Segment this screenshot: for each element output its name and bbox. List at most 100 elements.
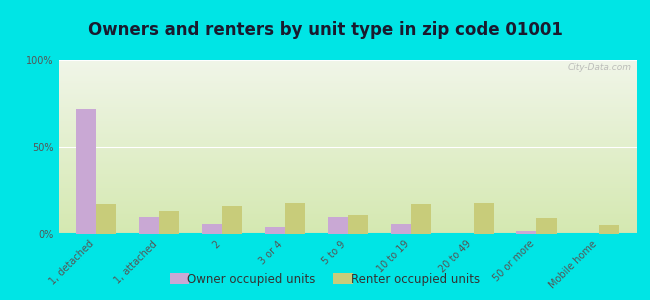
Bar [58,205,637,206]
Bar [58,91,637,92]
Bar [58,182,637,183]
Bar [58,230,637,231]
Bar [58,155,637,156]
Bar [58,138,637,139]
Bar [58,174,637,175]
Bar [76,109,96,234]
Bar [58,68,637,69]
Bar [58,167,637,168]
Bar [58,101,637,102]
Bar [58,220,637,221]
Legend: Owner occupied units, Renter occupied units: Owner occupied units, Renter occupied un… [165,269,485,291]
Bar [58,222,637,223]
Bar [58,83,637,84]
Bar [58,169,637,170]
Bar [599,225,619,234]
Bar [58,195,637,196]
Bar [58,126,637,127]
Bar [58,86,637,87]
Bar [58,113,637,114]
Bar [222,206,242,234]
Bar [285,203,305,234]
Bar [58,161,637,162]
Bar [58,77,637,78]
Bar [58,134,637,135]
Bar [328,217,348,234]
Bar [58,184,637,185]
Bar [58,99,637,100]
Bar [58,204,637,205]
Bar [58,214,637,215]
Bar [58,188,637,189]
Bar [58,133,637,134]
Bar [58,183,637,184]
Bar [58,199,637,200]
Bar [58,163,637,164]
Bar [58,61,637,62]
Bar [58,207,637,208]
Bar [58,198,637,199]
Bar [58,64,637,65]
Bar [58,153,637,154]
Bar [58,92,637,93]
Bar [139,217,159,234]
Bar [58,165,637,166]
Bar [58,148,637,149]
Bar [58,145,637,146]
Bar [58,109,637,110]
Bar [58,111,637,112]
Bar [58,219,637,220]
Bar [96,204,116,234]
Text: City-Data.com: City-Data.com [567,64,631,73]
Bar [58,168,637,169]
Bar [58,107,637,108]
Bar [58,224,637,225]
Bar [58,94,637,95]
Bar [58,140,637,141]
Bar [58,87,637,88]
Bar [58,122,637,123]
Bar [58,166,637,167]
Bar [58,197,637,198]
Bar [58,102,637,103]
Bar [58,75,637,76]
Bar [58,123,637,124]
Bar [58,213,637,214]
Bar [58,112,637,113]
Bar [58,118,637,119]
Bar [391,224,411,234]
Bar [58,84,637,85]
Bar [58,147,637,148]
Bar [58,139,637,140]
Bar [58,104,637,105]
Bar [58,173,637,174]
Bar [58,179,637,180]
Bar [58,216,637,217]
Bar [58,162,637,163]
Bar [58,105,637,106]
Bar [58,215,637,216]
Bar [58,185,637,186]
Bar [58,206,637,207]
Bar [58,141,637,142]
Bar [58,63,637,64]
Bar [58,72,637,73]
Bar [58,73,637,74]
Bar [58,186,637,187]
Bar [58,170,637,171]
Bar [58,103,637,104]
Bar [58,67,637,68]
Bar [58,115,637,116]
Bar [58,151,637,152]
Bar [58,190,637,191]
Bar [58,128,637,129]
Bar [58,157,637,158]
Bar [58,88,637,89]
Bar [58,212,637,213]
Bar [58,124,637,125]
Bar [58,108,637,109]
Bar [58,125,637,126]
Bar [202,224,222,234]
Bar [58,177,637,178]
Bar [58,114,637,115]
